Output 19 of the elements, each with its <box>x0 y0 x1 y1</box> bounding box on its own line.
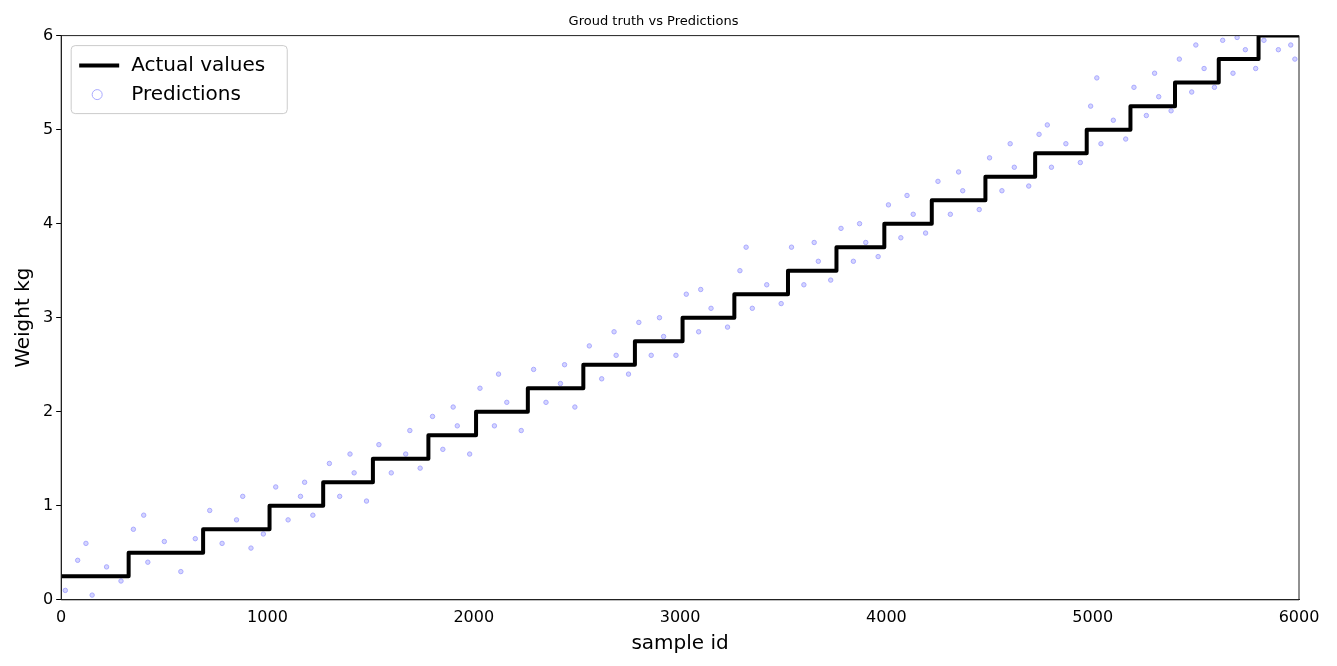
x-tick-label: 6000 <box>1278 606 1320 626</box>
chart-title: Groud truth vs Predictions <box>568 13 739 29</box>
x-tick-label: 4000 <box>866 606 907 626</box>
x-tick-label: 3000 <box>659 606 701 626</box>
x-tick-label: 5000 <box>1072 606 1114 626</box>
y-tick-label: 3 <box>42 306 54 326</box>
y-tick-label: 2 <box>42 400 54 420</box>
y-tick-label: 1 <box>42 494 54 514</box>
x-tick-label: 1000 <box>247 606 288 626</box>
y-tick-label: 0 <box>42 588 54 608</box>
y-tick-label: 4 <box>42 212 54 232</box>
y-tick-label: 6 <box>42 24 54 44</box>
legend-label: Predictions <box>131 80 241 105</box>
legend-label: Actual values <box>131 51 266 76</box>
y-tick-label: 5 <box>42 118 54 138</box>
x-axis-title: sample id <box>631 630 729 655</box>
x-tick-label: 0 <box>56 606 67 626</box>
x-tick-label: 2000 <box>453 606 495 626</box>
y-axis-title: Weight kg <box>10 267 35 368</box>
